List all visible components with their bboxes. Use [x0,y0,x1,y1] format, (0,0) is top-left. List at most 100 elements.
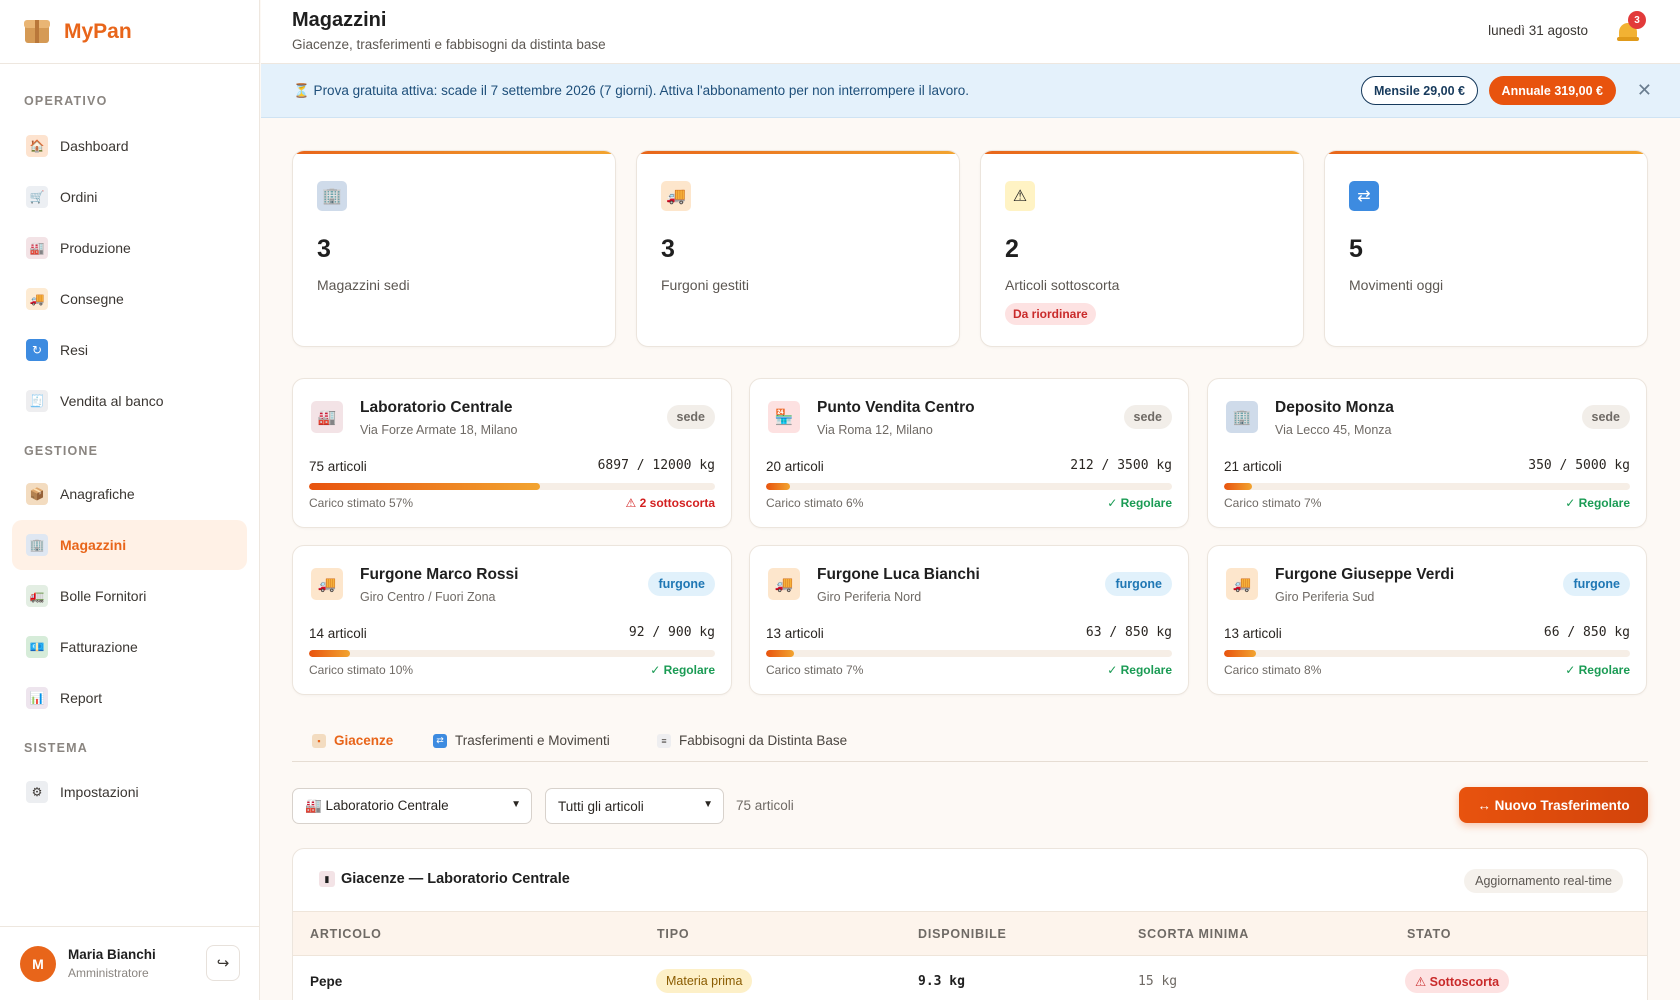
column-header-disponibile[interactable]: DISPONIBILE [918,927,1007,941]
page-subtitle: Giacenze, trasferimenti e fabbisogni da … [292,37,606,52]
warehouse-status: ✓ Regolare [1565,496,1630,510]
section-label-gestione: GESTIONE [24,444,99,458]
warehouse-name: Punto Vendita Centro [817,399,975,416]
warehouse-card[interactable]: 🏪 Punto Vendita Centro Via Roma 12, Mila… [749,378,1189,528]
warehouse-select[interactable]: 🏭 Laboratorio Centrale ▼ [292,788,532,824]
cell-articolo: Pepe [310,974,343,989]
stat-label: Furgoni gestiti [661,277,749,293]
warehouse-select-value: 🏭 Laboratorio Centrale [305,798,449,813]
user-name: Maria Bianchi [68,947,156,962]
trial-banner: ⏳ Prova gratuita attiva: scade il 7 sett… [261,64,1680,118]
table-header: ARTICOLO TIPO DISPONIBILE SCORTA MINIMA … [293,911,1647,956]
sidebar-item-label: Ordini [60,189,98,205]
load-progress-fill [309,650,350,657]
building-icon: 🏢 [1226,401,1258,433]
truck-icon: 🚚 [26,288,48,310]
supplier-truck-icon: 🚛 [26,585,48,607]
load-progress-bar [1224,650,1630,657]
sidebar-item-fatturazione[interactable]: 💶 Fatturazione [12,622,247,672]
user-panel: M Maria Bianchi Amministratore ↪ [0,926,260,1000]
logout-button[interactable]: ↪ [206,945,240,981]
stat-value: 5 [1349,235,1363,263]
tab-giacenze[interactable]: ▪ Giacenze [312,733,393,748]
stat-card-sottoscorta: ⚠ 2 Articoli sottoscorta Da riordinare [980,150,1304,347]
page-title: Magazzini [292,9,387,31]
sidebar-item-ordini[interactable]: 🛒 Ordini [12,172,247,222]
warehouse-card[interactable]: 🚚 Furgone Giuseppe Verdi Giro Periferia … [1207,545,1647,695]
warehouse-card[interactable]: 🚚 Furgone Luca Bianchi Giro Periferia No… [749,545,1189,695]
truck-icon: 🚚 [661,181,691,211]
logout-icon: ↪ [216,955,230,972]
warehouse-name: Laboratorio Centrale [360,399,513,416]
warehouse-card[interactable]: 🏭 Laboratorio Centrale Via Forze Armate … [292,378,732,528]
sidebar-item-label: Fatturazione [60,639,138,655]
sidebar: MyPan OPERATIVO 🏠 Dashboard 🛒 Ordini 🏭 P… [0,0,260,1000]
factory-icon: ▮ [319,871,335,887]
sidebar-item-resi[interactable]: ↻ Resi [12,325,247,375]
app-name: MyPan [64,19,132,43]
new-transfer-button[interactable]: ↔ Nuovo Trasferimento [1459,787,1648,823]
articles-filter-select[interactable]: Tutti gli articoli ▼ [545,788,724,824]
sidebar-item-vendita-al-banco[interactable]: 🧾 Vendita al banco [12,376,247,426]
brand[interactable]: MyPan [0,0,259,64]
column-header-scorta-minima[interactable]: SCORTA MINIMA [1138,927,1250,941]
sidebar-item-report[interactable]: 📊 Report [12,673,247,723]
sidebar-item-label: Impostazioni [60,784,139,800]
column-header-tipo[interactable]: TIPO [657,927,690,941]
repeat-icon: ⇄ [1349,181,1379,211]
warehouse-articles: 14 articoli [309,626,367,641]
tab-trasferimenti[interactable]: ⇄ Trasferimenti e Movimenti [433,733,610,748]
load-progress-fill [766,483,791,490]
sidebar-item-impostazioni[interactable]: ⚙ Impostazioni [12,767,247,817]
sidebar-item-consegne[interactable]: 🚚 Consegne [12,274,247,324]
warehouse-address: Giro Centro / Fuori Zona [360,590,496,604]
warehouse-name: Furgone Luca Bianchi [817,566,980,583]
articles-count: 75 articoli [736,798,794,813]
warehouse-articles: 20 articoli [766,459,824,474]
tab-fabbisogni[interactable]: ≡ Fabbisogni da Distinta Base [657,733,847,748]
warehouse-type-badge: furgone [1563,572,1630,596]
close-icon[interactable]: ✕ [1636,80,1652,100]
load-progress-bar [309,483,715,490]
house-icon: 🏠 [26,135,48,157]
box-icon: 📦 [26,483,48,505]
warehouse-name: Furgone Giuseppe Verdi [1275,566,1455,583]
warehouse-status: ✓ Regolare [1107,496,1172,510]
stat-value: 3 [661,235,675,263]
cart-icon: 🛒 [26,186,48,208]
warehouse-status: ⚠ 2 sottoscorta [625,496,715,510]
column-header-articolo[interactable]: ARTICOLO [310,927,382,941]
load-caption: Carico stimato 6% [766,496,864,510]
yearly-plan-button[interactable]: Annuale 319,00 € [1488,76,1616,105]
sidebar-item-label: Resi [60,342,89,358]
page-header: Magazzini Giacenze, trasferimenti e fabb… [261,0,1680,64]
tab-label: Giacenze [334,733,394,748]
stat-card-furgoni: 🚚 3 Furgoni gestiti [636,150,960,347]
warehouse-card[interactable]: 🏢 Deposito Monza Via Lecco 45, Monza sed… [1207,378,1647,528]
factory-icon: 🏭 [26,237,48,259]
table-title-text: Giacenze — Laboratorio Centrale [341,871,570,887]
sidebar-item-anagrafiche[interactable]: 📦 Anagrafiche [12,469,247,519]
bell-icon[interactable]: 3 [1616,11,1646,45]
load-progress-fill [1224,483,1253,490]
warehouse-articles: 75 articoli [309,459,367,474]
section-label-operativo: OPERATIVO [24,94,108,108]
column-header-stato[interactable]: STATO [1407,927,1452,941]
realtime-badge: Aggiornamento real-time [1464,869,1623,893]
tab-label: Fabbisogni da Distinta Base [679,733,848,748]
warehouse-card[interactable]: 🚚 Furgone Marco Rossi Giro Centro / Fuor… [292,545,732,695]
repeat-icon: ⇄ [433,733,447,748]
sidebar-item-dashboard[interactable]: 🏠 Dashboard [12,121,247,171]
sidebar-item-label: Produzione [60,240,131,256]
monthly-plan-button[interactable]: Mensile 29,00 € [1360,76,1478,105]
stat-label: Articoli sottoscorta [1005,277,1120,293]
articles-filter-value: Tutti gli articoli [558,798,644,814]
truck-icon: 🚚 [768,568,800,600]
load-progress-fill [309,483,541,490]
sidebar-item-produzione[interactable]: 🏭 Produzione [12,223,247,273]
avatar[interactable]: M [20,945,56,982]
sidebar-item-bolle-fornitori[interactable]: 🚛 Bolle Fornitori [12,571,247,621]
type-badge: Materia prima [656,969,753,993]
chevron-down-icon: ▼ [511,799,521,810]
sidebar-item-magazzini[interactable]: 🏢 Magazzini [12,520,247,570]
